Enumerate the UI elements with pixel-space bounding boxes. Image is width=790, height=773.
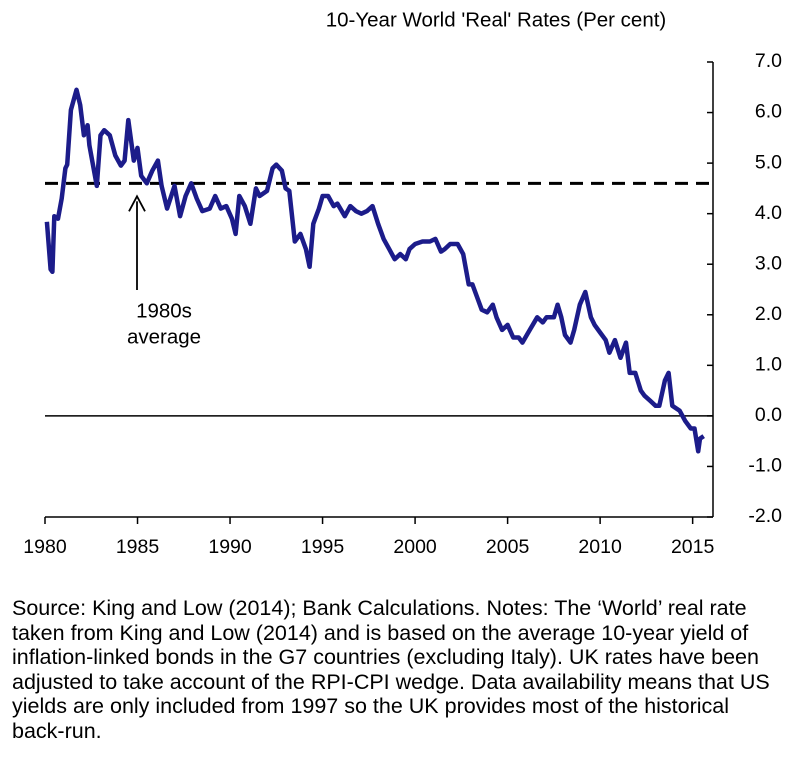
x-tick-label: 2015 [671, 536, 715, 558]
y-tick-label: 5.0 [755, 151, 782, 173]
y-tick-label: 0.0 [755, 404, 782, 426]
annotation-label: 1980s [136, 299, 192, 322]
chart-title: 10-Year World 'Real' Rates (Per cent) [326, 8, 667, 31]
footnote: Source: King and Low (2014); Bank Calcul… [12, 596, 770, 743]
series-line [44, 87, 705, 454]
y-tick-label: 1.0 [755, 353, 782, 375]
annotation-label: average [127, 325, 201, 348]
y-tick-label: 7.0 [755, 50, 782, 72]
x-tick-label: 1990 [208, 536, 252, 558]
x-tick-label: 2005 [486, 536, 530, 558]
y-tick-label: -1.0 [748, 455, 782, 477]
x-tick-label: 2010 [578, 536, 622, 558]
y-tick-label: -2.0 [748, 505, 782, 527]
y-tick-label: 2.0 [755, 303, 782, 325]
annotation-arrowhead [128, 194, 146, 212]
y-tick-label: 4.0 [755, 202, 782, 224]
x-tick-label: 1980 [23, 536, 67, 558]
chart: 10-Year World 'Real' Rates (Per cent) -2… [23, 8, 782, 558]
x-tick-label: 1995 [301, 536, 345, 558]
x-tick-label: 2000 [393, 536, 437, 558]
y-tick-label: 6.0 [755, 101, 782, 123]
x-tick-label: 1985 [116, 536, 160, 558]
y-tick-label: 3.0 [755, 252, 782, 274]
